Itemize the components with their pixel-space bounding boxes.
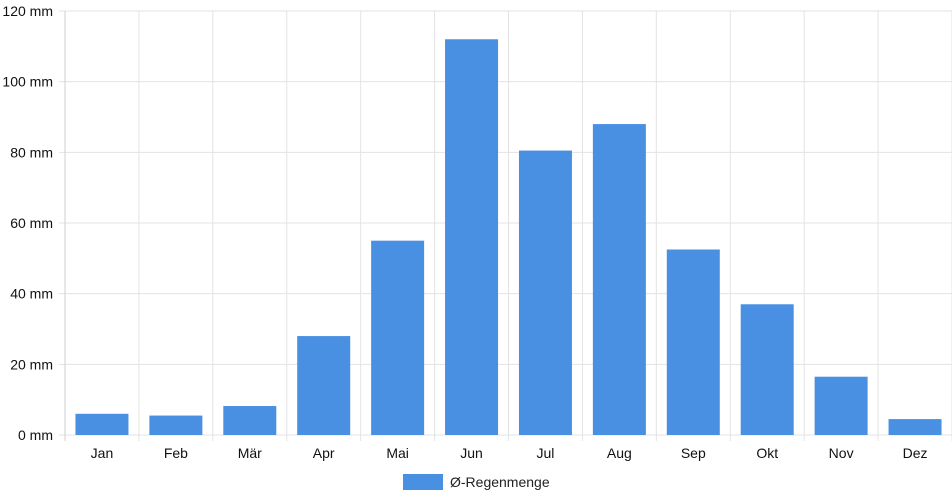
y-tick-label: 120 mm <box>2 3 53 19</box>
bar-Okt[interactable] <box>740 304 794 435</box>
x-tick-label: Jul <box>537 445 555 461</box>
grid-lines <box>59 10 952 441</box>
x-tick-label: Feb <box>164 445 188 461</box>
y-tick-label: 100 mm <box>2 74 53 90</box>
bar-Nov[interactable] <box>814 376 868 435</box>
x-tick-label: Dez <box>903 445 928 461</box>
bar-Dez[interactable] <box>888 419 942 435</box>
y-tick-label: 0 mm <box>18 427 53 443</box>
y-tick-label: 80 mm <box>10 144 53 160</box>
bar-Apr[interactable] <box>297 336 351 435</box>
y-tick-label: 60 mm <box>10 215 53 231</box>
bar-Feb[interactable] <box>149 415 203 435</box>
x-tick-label: Jun <box>460 445 483 461</box>
bar-Mär[interactable] <box>223 406 277 435</box>
x-tick-label: Aug <box>607 445 632 461</box>
bar-Jun[interactable] <box>445 39 499 436</box>
x-tick-label: Okt <box>756 445 778 461</box>
x-tick-label: Sep <box>681 445 706 461</box>
y-tick-label: 40 mm <box>10 286 53 302</box>
legend: Ø-Regenmenge <box>403 474 550 490</box>
legend-swatch[interactable] <box>403 474 443 490</box>
x-tick-label: Apr <box>313 445 335 461</box>
bar-Aug[interactable] <box>592 124 646 436</box>
bar-Jul[interactable] <box>518 150 572 436</box>
x-tick-label: Mai <box>386 445 409 461</box>
x-tick-label: Nov <box>829 445 854 461</box>
bar-Sep[interactable] <box>666 249 720 436</box>
bar-Jan[interactable] <box>75 413 129 435</box>
x-axis: Jan Feb Mär Apr Mai Jun Jul Aug Sep Okt Nov Dez <box>91 445 928 461</box>
legend-label[interactable]: Ø-Regenmenge <box>450 474 550 490</box>
y-axis: 0 mm 20 mm 40 mm 60 mm 80 mm 100 mm 120 mm <box>2 3 53 443</box>
bar-Mai[interactable] <box>371 240 425 435</box>
x-tick-label: Mär <box>238 445 262 461</box>
x-tick-label: Jan <box>91 445 114 461</box>
bars <box>75 39 942 436</box>
y-tick-label: 20 mm <box>10 356 53 372</box>
